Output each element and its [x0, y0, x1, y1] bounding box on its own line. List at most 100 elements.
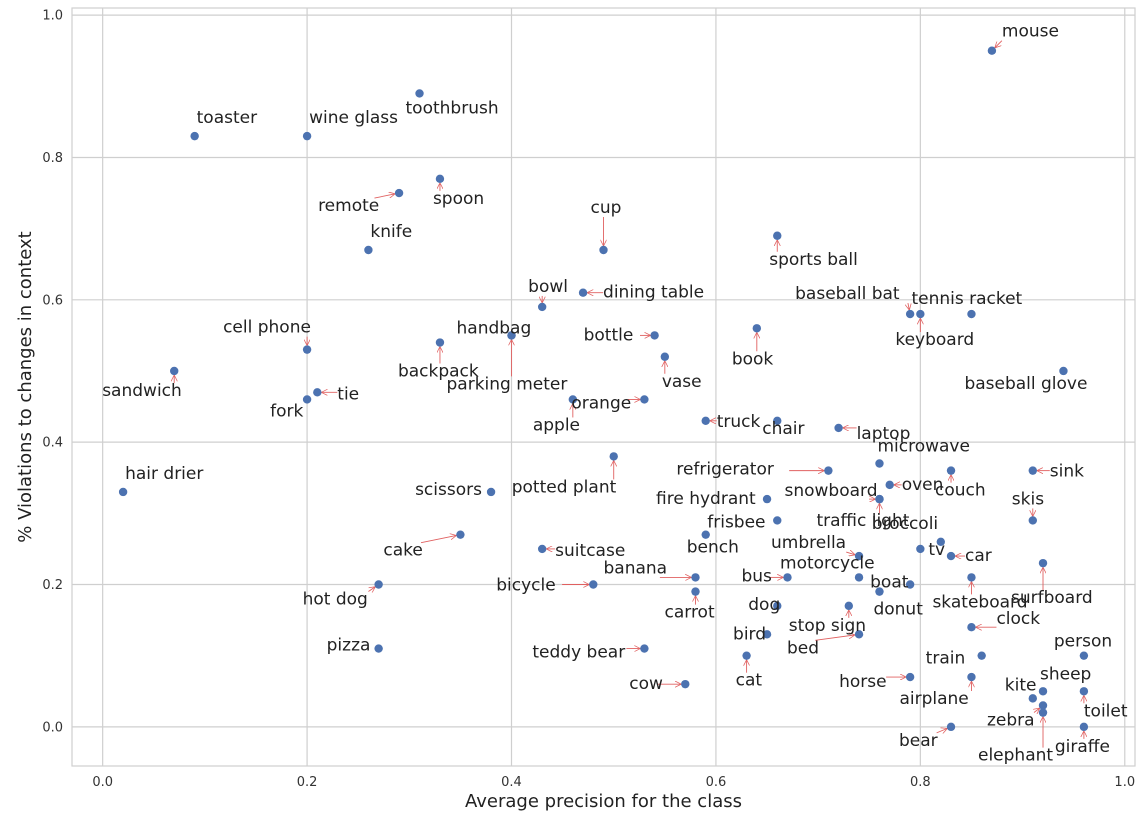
- data-point-kite: [1028, 694, 1037, 703]
- point-label-oven: oven: [902, 475, 944, 495]
- point-label-bus: bus: [741, 566, 772, 586]
- data-point-skateboard: [967, 573, 976, 582]
- data-point-elephant: [1038, 708, 1048, 717]
- data-point-parking-meter: [507, 331, 516, 340]
- y-tick-label: 0.8: [42, 151, 63, 166]
- point-label-snowboard: snowboard: [784, 481, 877, 501]
- data-point-book: [752, 324, 762, 333]
- point-label-mouse: mouse: [1002, 22, 1059, 42]
- point-label-bench: bench: [687, 538, 739, 558]
- data-point-bear: [946, 722, 956, 732]
- data-point-refrigerator: [824, 466, 833, 475]
- point-label-giraffe: giraffe: [1055, 737, 1110, 757]
- point-label-skateboard: skateboard: [932, 592, 1027, 612]
- point-label-sink: sink: [1050, 462, 1084, 482]
- point-label-fire-hydrant: fire hydrant: [656, 489, 756, 509]
- point-label-cup: cup: [591, 198, 622, 218]
- data-point-bench: [701, 530, 710, 539]
- data-point-backpack: [435, 338, 445, 347]
- data-point-frisbee: [773, 516, 782, 525]
- data-point-potted-plant: [609, 452, 618, 461]
- point-label-suitcase: suitcase: [555, 541, 625, 561]
- data-point-airplane: [967, 672, 976, 682]
- point-label-tennis-racket: tennis racket: [911, 289, 1022, 309]
- point-label-remote: remote: [318, 196, 379, 216]
- data-points: [118, 46, 1089, 732]
- annotation-arrow-bed: [815, 635, 855, 641]
- data-point-oven: [885, 480, 894, 490]
- y-tick-label: 1.0: [42, 9, 63, 24]
- data-point-sports-ball: [773, 231, 782, 240]
- point-label-parking-meter: parking meter: [447, 374, 568, 394]
- point-label-truck: truck: [717, 412, 761, 432]
- point-label-bird: bird: [733, 624, 766, 644]
- data-point-dog: [773, 601, 782, 611]
- x-tick-label: 0.2: [297, 775, 318, 790]
- data-point-donut: [875, 587, 884, 596]
- data-point-bed: [854, 630, 864, 639]
- point-label-knife: knife: [370, 222, 412, 242]
- data-point-giraffe: [1079, 722, 1089, 732]
- point-label-cell-phone: cell phone: [223, 318, 311, 338]
- y-tick-label: 0.4: [42, 436, 63, 451]
- data-point-baseball-glove: [1059, 366, 1068, 376]
- y-tick-label: 0.0: [42, 720, 63, 735]
- data-point-stop-sign: [844, 601, 854, 611]
- data-point-sink: [1028, 466, 1037, 475]
- point-label-spoon: spoon: [433, 189, 484, 209]
- data-point-mouse: [987, 46, 997, 55]
- data-point-pizza: [374, 644, 383, 653]
- data-point-keyboard: [916, 309, 925, 319]
- data-point-chair: [773, 416, 782, 426]
- point-label-donut: donut: [873, 600, 923, 620]
- point-label-vase: vase: [662, 372, 702, 392]
- point-label-tie: tie: [337, 384, 359, 404]
- point-label-couch: couch: [935, 481, 986, 501]
- x-tick-label: 0.0: [92, 775, 113, 790]
- data-point-boat: [905, 580, 915, 589]
- point-label-cake: cake: [383, 541, 422, 561]
- point-label-fork: fork: [270, 401, 303, 421]
- point-label-frisbee: frisbee: [707, 512, 765, 532]
- data-point-baseball-bat: [905, 309, 915, 319]
- data-point-truck: [701, 416, 710, 426]
- data-point-dining-table: [578, 288, 588, 297]
- data-point-suitcase: [537, 544, 547, 554]
- point-label-dining-table: dining table: [603, 283, 704, 303]
- data-point-fork: [302, 395, 312, 404]
- annotation-arrow-bear: [936, 728, 948, 732]
- data-point-toothbrush: [415, 89, 424, 98]
- point-labels: mouse toothbrush toaster wine glass spoon rem…: [102, 22, 1128, 766]
- data-point-remote: [394, 188, 404, 198]
- data-point-cat: [742, 651, 751, 660]
- data-point-cake: [456, 530, 465, 539]
- point-label-airplane: airplane: [899, 689, 968, 709]
- point-label-refrigerator: refrigerator: [676, 460, 773, 480]
- data-point-broccoli: [936, 537, 945, 547]
- data-point-wine-glass: [302, 131, 312, 141]
- data-point-person: [1079, 651, 1089, 660]
- data-point-tie: [313, 388, 322, 397]
- point-label-keyboard: keyboard: [895, 330, 974, 350]
- data-point-sandwich: [170, 366, 179, 376]
- data-point-teddy-bear: [640, 644, 649, 653]
- data-point-zebra: [1038, 701, 1048, 710]
- data-point-horse: [905, 672, 915, 682]
- point-label-chair: chair: [762, 419, 804, 439]
- point-label-tv: tv: [928, 540, 945, 560]
- data-point-motorcycle: [854, 573, 864, 582]
- data-point-bicycle: [589, 580, 598, 589]
- y-tick-label: 0.6: [42, 293, 63, 308]
- point-label-bowl: bowl: [528, 277, 568, 297]
- y-axis-title: % Violations to changes in context: [15, 231, 36, 542]
- annotation-arrows: [174, 40, 1084, 748]
- data-point-knife: [364, 245, 373, 255]
- point-label-cat: cat: [736, 671, 763, 691]
- data-point-car: [946, 551, 956, 561]
- y-tick-label: 0.2: [42, 578, 63, 593]
- data-point-fire-hydrant: [762, 494, 772, 504]
- point-label-book: book: [732, 349, 774, 369]
- data-point-spoon: [435, 174, 445, 184]
- point-label-orange: orange: [571, 393, 631, 413]
- annotation-arrow-remote: [374, 194, 395, 199]
